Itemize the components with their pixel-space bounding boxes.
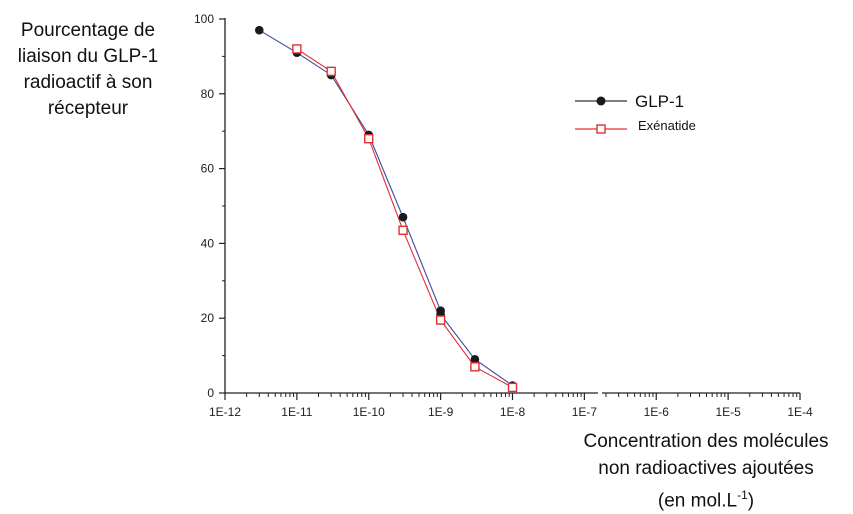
x-tick-label: 1E-5 bbox=[715, 405, 741, 419]
glp1-point bbox=[254, 25, 264, 35]
y-tick-label: 60 bbox=[201, 162, 215, 176]
x-tick-label: 1E-12 bbox=[209, 405, 241, 419]
legend-marker-glp1 bbox=[596, 96, 606, 106]
x-tick-label: 1E-10 bbox=[353, 405, 385, 419]
exenatide-point bbox=[292, 44, 302, 54]
legend-label-exenatide: Exénatide bbox=[638, 118, 696, 133]
series-markers bbox=[254, 25, 518, 393]
y-tick-label: 80 bbox=[201, 87, 215, 101]
y-axis-ticks: 0 20 40 60 80 100 bbox=[194, 12, 225, 400]
x-axis-unit-close: ) bbox=[747, 490, 755, 512]
legend-marker-exenatide bbox=[596, 124, 606, 134]
y-tick-label: 20 bbox=[201, 311, 215, 325]
exenatide-point bbox=[326, 66, 336, 77]
x-tick-label: 1E-4 bbox=[787, 405, 813, 419]
glp1-point bbox=[470, 355, 480, 364]
x-axis-label: Concentration des molécules non radioact… bbox=[556, 428, 853, 514]
y-tick-label: 100 bbox=[194, 12, 214, 26]
exenatide-point bbox=[398, 225, 408, 236]
y-tick-label: 0 bbox=[207, 386, 214, 400]
axes bbox=[224, 18, 800, 394]
x-tick-label: 1E-6 bbox=[644, 405, 670, 419]
x-tick-label: 1E-11 bbox=[281, 405, 312, 419]
series-line-glp-1 bbox=[259, 29, 513, 386]
x-tick-label: 1E-9 bbox=[428, 405, 454, 419]
x-tick-label: 1E-8 bbox=[500, 405, 526, 419]
x-axis-ticks: 1E-12 1E-11 1E-10 1E-9 1E-8 1E-7 1E-6 1E-5 1E-4 bbox=[209, 391, 813, 419]
x-axis-unit: (en mol.L bbox=[657, 490, 738, 512]
legend-label-glp1: GLP-1 bbox=[635, 92, 684, 111]
y-axis-label-line: récepteur bbox=[47, 98, 129, 119]
exenatide-point bbox=[470, 362, 480, 372]
exenatide-point bbox=[507, 382, 518, 393]
x-tick-label: 1E-7 bbox=[572, 405, 598, 419]
exenatide-point bbox=[364, 133, 374, 144]
glp1-point bbox=[398, 212, 408, 222]
y-axis-label-line: Pourcentage de bbox=[20, 20, 156, 41]
x-axis-unit-exponent: -1 bbox=[737, 488, 748, 502]
x-axis-label-line: Concentration des molécules bbox=[583, 431, 829, 452]
x-axis-label-line: (en mol.L-1) bbox=[556, 482, 853, 514]
y-axis-label-line: radioactif à son bbox=[23, 72, 153, 93]
exenatide-point bbox=[435, 315, 446, 325]
series-lines bbox=[259, 29, 513, 388]
x-axis-label-line: non radioactives ajoutées bbox=[598, 458, 814, 479]
y-axis-label: Pourcentage de liaison du GLP-1 radioact… bbox=[0, 18, 176, 122]
y-tick-label: 40 bbox=[201, 236, 215, 250]
y-axis-label-line: liaison du GLP-1 bbox=[17, 46, 159, 67]
x-axis-break bbox=[598, 391, 603, 403]
legend: GLP-1 Exénatide bbox=[575, 92, 696, 134]
